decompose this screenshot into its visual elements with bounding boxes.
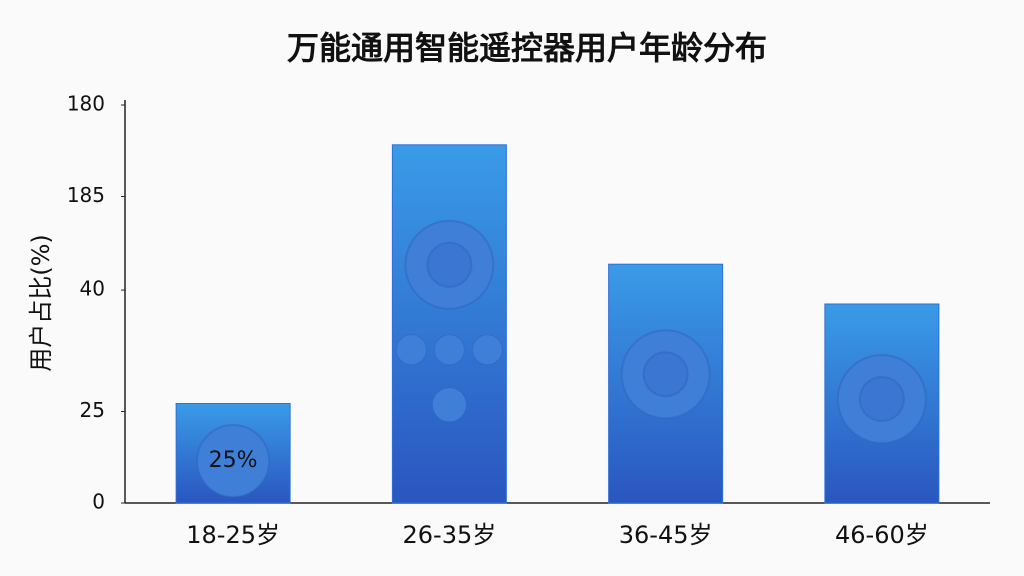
remote-button	[471, 334, 503, 366]
label-badge	[196, 424, 271, 498]
remote-button	[395, 334, 427, 366]
remote-button	[433, 334, 465, 366]
remote-center	[858, 376, 905, 422]
y-axis-label: 用户占比(%)	[27, 234, 55, 372]
x-tick-label: 18-25岁	[186, 521, 280, 549]
y-tick-label: 40	[80, 277, 105, 301]
data-label: 25%	[209, 448, 258, 473]
x-tick-label: 26-35岁	[403, 521, 497, 549]
y-tick-label: 185	[67, 183, 105, 207]
bar	[391, 144, 507, 504]
remote-button	[431, 387, 467, 423]
remote-center	[642, 351, 689, 398]
remote-center	[426, 241, 473, 288]
chart-title: 万能通用智能遥控器用户年龄分布	[287, 29, 767, 67]
x-tick-label: 46-60岁	[835, 521, 929, 549]
y-tick-label: 180	[67, 92, 105, 116]
y-tick-label: 25	[80, 398, 105, 422]
x-tick-label: 36-45岁	[619, 521, 713, 549]
y-tick-label: 0	[92, 490, 105, 514]
